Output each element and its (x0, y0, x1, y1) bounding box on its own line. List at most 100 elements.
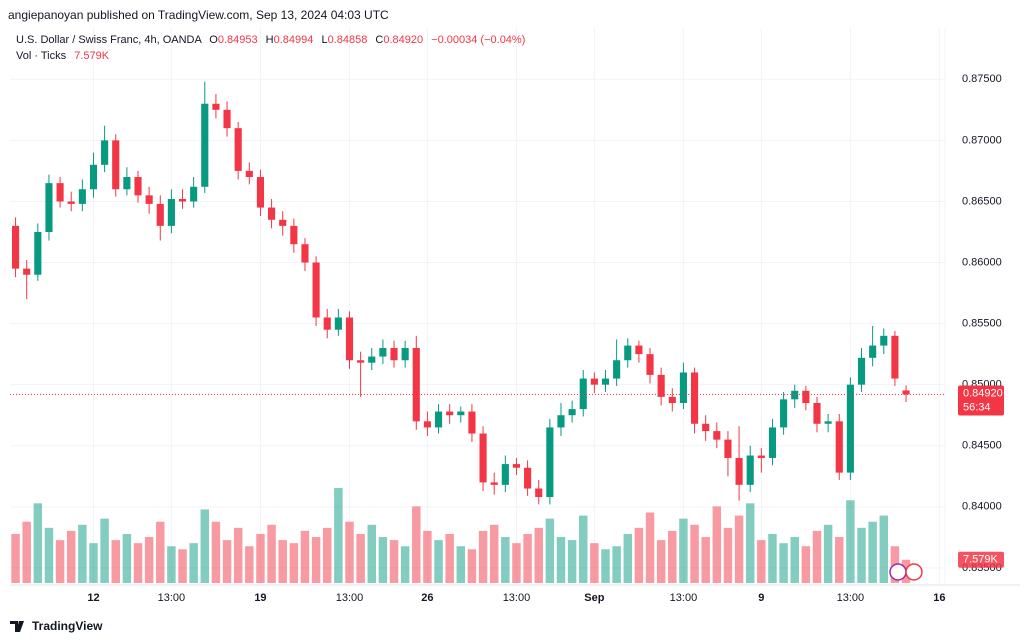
volume-bar (378, 537, 388, 583)
volume-bar (122, 533, 132, 583)
volume-bar (412, 506, 421, 583)
volume-bar (334, 488, 343, 583)
candle-body (401, 348, 409, 361)
y-tick-label: 0.87000 (962, 134, 1002, 146)
candle-body (635, 345, 643, 355)
volume-bar (311, 537, 321, 583)
icons (889, 563, 923, 581)
volume-bar (757, 540, 766, 583)
volume-title: Vol · Ticks (16, 50, 67, 62)
ohlc-value: 0.84994 (273, 34, 314, 46)
ohlc-key: C (375, 34, 384, 46)
volume-bar (156, 521, 165, 583)
y-tick-label: 0.86500 (962, 195, 1002, 207)
candle-body (201, 103, 209, 187)
volume-bar (200, 509, 210, 583)
volume-bar (779, 543, 788, 583)
volume-bar (233, 527, 243, 583)
volume-bar (701, 537, 710, 583)
candle-body (568, 409, 576, 416)
x-tick-label: 16 (933, 592, 945, 604)
ohlc-value: 0.84920 (383, 34, 424, 46)
candle-body (512, 464, 521, 468)
volume-bar (356, 533, 365, 583)
volume-bar (434, 540, 443, 583)
candle-body (601, 378, 610, 385)
x-tick-label: 26 (421, 592, 433, 604)
ohlc-key: H (265, 34, 274, 46)
volume-bar (323, 527, 332, 583)
volume-bar (590, 543, 599, 583)
volume-bar (645, 512, 655, 583)
volume-bar (545, 518, 555, 583)
candle-body (535, 488, 543, 498)
candle-body (690, 372, 699, 424)
volume-bar (400, 546, 410, 583)
candle-body (234, 128, 242, 171)
volume-bar (501, 537, 510, 583)
y-tick-label: 0.85500 (962, 318, 1002, 330)
candle-body (12, 225, 20, 269)
candle-body (145, 195, 153, 204)
volume-bar (178, 549, 187, 583)
candle-body (791, 390, 799, 400)
candle-body (880, 335, 888, 346)
volume-bar (222, 540, 232, 583)
candle-body (780, 399, 788, 428)
candle-body (746, 455, 754, 485)
candle-body (824, 421, 832, 424)
candle-body (501, 464, 509, 485)
volume-bar (567, 540, 577, 583)
volume-bar (868, 521, 877, 583)
volume-bar (55, 540, 65, 583)
last-price-box (958, 385, 1004, 416)
candle-body (869, 345, 877, 358)
y-tick-label: 0.84500 (962, 440, 1002, 452)
brand-logo (10, 621, 24, 632)
volume-bar (846, 500, 855, 583)
candle-body (902, 390, 910, 395)
x-tick-label: 9 (758, 592, 764, 604)
candle-body (446, 411, 454, 416)
x-tick-label: 12 (87, 592, 99, 604)
volume-bar (634, 527, 644, 583)
volume-line: Vol · Ticks 7.579K (16, 50, 109, 62)
volume-bar (467, 549, 477, 583)
candle-body (368, 356, 376, 363)
brand: TradingView (32, 619, 103, 633)
volume-bar (857, 527, 866, 583)
candle-body (45, 183, 53, 232)
candle-body (412, 348, 420, 422)
volume-bar (289, 543, 299, 583)
volume-bar (300, 530, 310, 583)
candle-body (802, 390, 810, 403)
candle-body (279, 219, 287, 226)
candle-body (579, 378, 587, 410)
candle-body (301, 244, 309, 263)
candle-body (101, 140, 109, 165)
volume-bar (823, 524, 833, 583)
candle-body (724, 439, 732, 458)
x-tick-label: Sep (584, 592, 604, 604)
y-tick-label: 0.87500 (962, 73, 1002, 85)
x-tick-label: 13:00 (503, 592, 531, 604)
volume-bar (44, 527, 54, 583)
volume-bar (345, 521, 354, 583)
volume-bar (89, 543, 98, 583)
volume-bar (478, 530, 488, 583)
candle-body (479, 433, 487, 483)
candle-body (156, 203, 164, 226)
candle-body (457, 411, 465, 416)
candle-body (34, 231, 42, 275)
candle-body (312, 262, 320, 318)
candle-body (590, 378, 598, 385)
volume-bar (189, 543, 198, 583)
candle-body (735, 457, 743, 485)
volume-bar (556, 537, 566, 583)
x-tick-label: 13:00 (670, 592, 698, 604)
volume-bar (879, 515, 889, 583)
volume-bar (601, 549, 610, 583)
candle-body (89, 164, 98, 190)
volume-bar (11, 533, 20, 583)
